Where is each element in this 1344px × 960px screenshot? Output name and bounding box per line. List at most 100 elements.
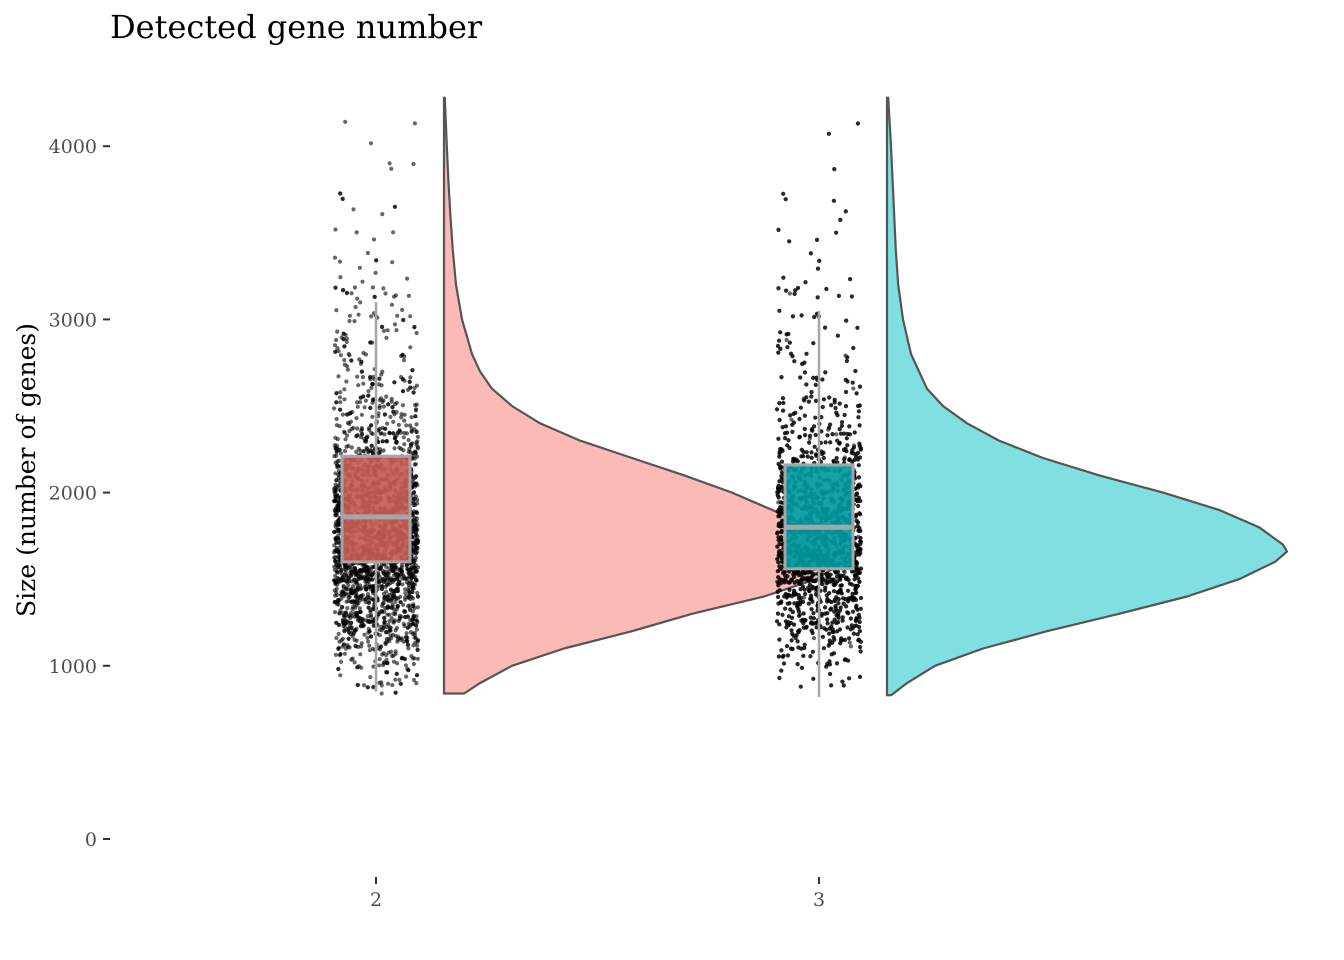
data-point: [809, 394, 814, 399]
data-point: [355, 296, 360, 301]
data-point: [337, 611, 342, 616]
data-point: [777, 454, 782, 459]
data-point: [400, 307, 405, 312]
data-point: [413, 502, 418, 507]
data-point: [835, 447, 840, 452]
data-point: [806, 601, 811, 606]
data-point: [389, 635, 394, 641]
data-point: [410, 617, 415, 622]
data-point: [348, 620, 354, 626]
data-point: [355, 611, 360, 616]
data-point: [343, 119, 348, 124]
data-point: [398, 567, 403, 572]
data-point: [813, 415, 818, 420]
data-point: [344, 336, 349, 341]
data-point: [832, 167, 837, 172]
data-point: [780, 505, 785, 510]
data-point: [415, 643, 420, 648]
data-point: [411, 661, 416, 667]
data-point: [354, 449, 359, 454]
data-point: [802, 426, 807, 432]
data-point: [400, 403, 406, 408]
density-cloud: [885, 96, 1289, 697]
data-point: [836, 293, 842, 298]
data-point: [368, 612, 374, 618]
data-point: [363, 398, 368, 403]
data-point: [367, 427, 372, 432]
data-point: [783, 436, 788, 441]
data-point: [856, 576, 861, 581]
data-point: [348, 419, 353, 424]
data-point: [795, 662, 800, 667]
data-point: [344, 290, 349, 296]
data-point: [379, 691, 384, 696]
data-point: [829, 624, 834, 629]
data-point: [795, 459, 800, 464]
data-point: [828, 572, 833, 577]
data-point: [807, 440, 812, 445]
x-tick-label: 2: [370, 889, 382, 911]
data-point: [802, 398, 807, 403]
data-point: [840, 615, 845, 620]
data-point: [415, 590, 420, 596]
data-point: [854, 549, 859, 555]
data-point: [338, 353, 343, 358]
data-point: [389, 166, 394, 171]
data-point: [847, 432, 853, 437]
data-point: [392, 380, 397, 385]
data-point: [777, 541, 782, 547]
data-point: [359, 359, 364, 364]
data-point: [384, 394, 389, 399]
data-point: [781, 661, 787, 666]
data-point: [390, 602, 395, 607]
data-point: [382, 595, 387, 600]
data-point: [342, 629, 347, 634]
data-point: [856, 409, 862, 414]
data-point: [342, 429, 347, 434]
data-point: [403, 587, 408, 592]
data-point: [843, 389, 849, 395]
data-point: [382, 619, 387, 624]
data-point: [380, 399, 385, 405]
data-point: [394, 625, 400, 631]
data-point: [826, 131, 832, 136]
data-point: [822, 588, 828, 593]
data-point: [391, 659, 397, 664]
data-point: [784, 337, 789, 342]
data-point: [358, 624, 363, 629]
data-point: [777, 338, 782, 343]
data-point: [396, 581, 401, 587]
data-point: [821, 455, 826, 461]
data-point: [821, 397, 827, 402]
data-point: [344, 379, 349, 384]
data-point: [814, 625, 819, 630]
data-point: [391, 593, 396, 598]
data-point: [403, 663, 408, 668]
data-point: [379, 586, 385, 592]
data-point: [336, 349, 341, 354]
data-point: [368, 375, 373, 380]
data-point: [381, 286, 386, 291]
data-point: [797, 613, 802, 618]
data-point: [408, 314, 413, 319]
data-point: [368, 448, 373, 453]
data-point: [370, 285, 375, 290]
data-point: [371, 664, 376, 669]
data-point: [334, 308, 339, 313]
data-point: [851, 609, 856, 614]
data-point: [409, 426, 414, 431]
data-point: [827, 662, 833, 667]
data-point: [368, 340, 373, 345]
data-point: [858, 606, 864, 611]
data-point: [787, 340, 792, 345]
data-point: [809, 390, 814, 395]
data-point: [369, 314, 374, 319]
data-point: [406, 621, 411, 627]
data-point: [344, 599, 349, 604]
data-point: [401, 358, 406, 363]
data-point: [344, 586, 349, 591]
data-point: [334, 540, 339, 545]
data-point: [838, 638, 844, 643]
data-point: [341, 578, 346, 583]
data-point: [337, 395, 343, 400]
